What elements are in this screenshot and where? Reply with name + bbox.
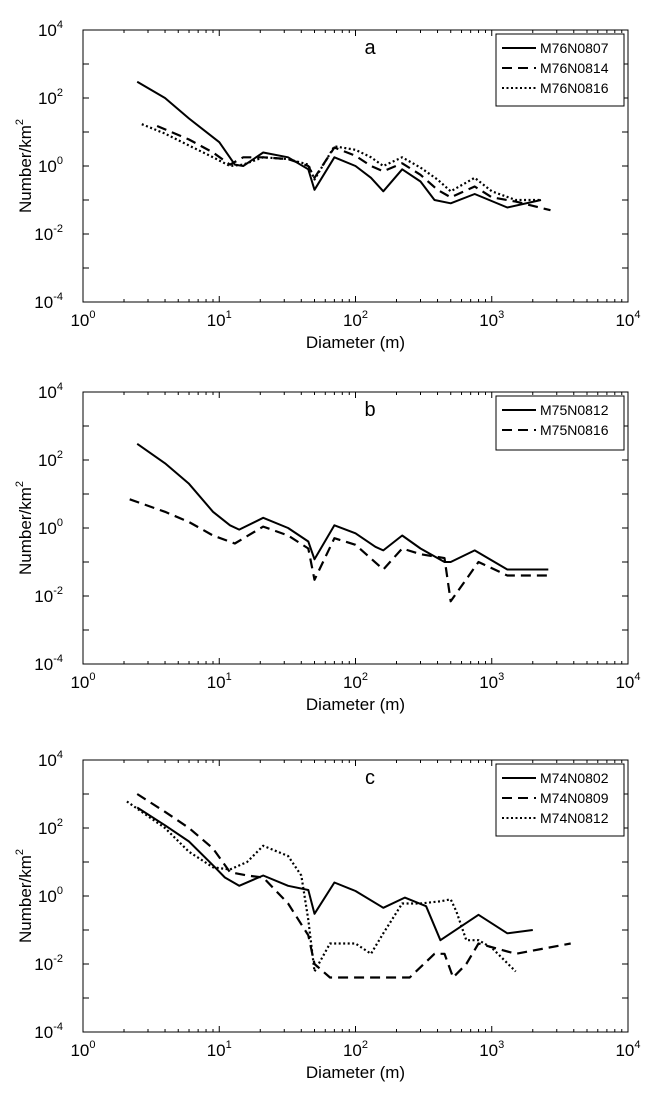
chart-a-legend-label: M76N0814 (540, 60, 609, 76)
chart-b-x-tick-label: 103 (479, 671, 504, 692)
chart-b-legend-label: M75N0812 (540, 402, 609, 418)
chart-b-x-tick-label: 101 (207, 671, 232, 692)
chart-a-series-M76N0807 (136, 80, 542, 209)
chart-b-x-tick-label: 102 (343, 671, 368, 692)
chart-a-legend: M76N0807 M76N0814 M76N0816 (495, 33, 625, 107)
chart-b-x-tick-label: 104 (615, 671, 640, 692)
chart-b-y-axis-title: Number/km2 (14, 481, 35, 575)
chart-a-x-tick-label: 104 (615, 309, 640, 330)
chart-a-x-axis-title: Diameter (m) (306, 333, 405, 352)
chart-b-x-tick-label: 100 (70, 671, 95, 692)
chart-b-legend: M75N0812 M75N0816 (495, 395, 625, 451)
chart-c-x-tick-label: 102 (343, 1039, 368, 1060)
chart-b-panel-label: b (364, 399, 375, 421)
chart-a-y-axis-title: Number/km2 (14, 119, 35, 213)
chart-panel-b: 100 101 102 103 104 10-4 10-2 100 102 104 Diameter… (14, 381, 641, 714)
chart-a-y-tick-label: 104 (38, 19, 63, 40)
chart-b-series-M75N0816 (129, 498, 549, 603)
chart-a-y-tick-label: 10-4 (34, 291, 63, 312)
chart-a-x-tick-label: 102 (343, 309, 368, 330)
chart-c-legend: M74N0802 M74N0809 M74N0812 (495, 763, 625, 837)
chart-a-x-tick-label: 101 (207, 309, 232, 330)
chart-b-y-tick-label: 104 (38, 381, 63, 402)
chart-c-y-tick-label: 100 (38, 885, 63, 906)
chart-c-x-axis-title: Diameter (m) (306, 1063, 405, 1082)
chart-c-y-tick-label: 10-2 (34, 953, 63, 974)
chart-c-legend-box (495, 763, 625, 837)
chart-c-legend-label: M74N0802 (540, 770, 609, 786)
chart-a-legend-label: M76N0807 (540, 40, 609, 56)
chart-b-legend-box (495, 395, 625, 451)
chart-c-y-tick-label: 102 (38, 817, 63, 838)
chart-c-x-tick-label: 100 (70, 1039, 95, 1060)
chart-c-x-tick-label: 103 (479, 1039, 504, 1060)
chart-a-legend-box (495, 33, 625, 107)
chart-c-legend-label: M74N0812 (540, 810, 609, 826)
chart-a-series-M76N0816 (141, 123, 541, 202)
chart-c-series-M74N0812 (126, 800, 517, 973)
chart-b-x-axis-title: Diameter (m) (306, 695, 405, 714)
chart-b-y-tick-label: 10-4 (34, 653, 63, 674)
chart-a-y-tick-label: 100 (38, 155, 63, 176)
chart-b-y-tick-label: 10-2 (34, 585, 63, 606)
chart-a-panel-label: a (364, 37, 376, 59)
chart-a-x-tick-label: 100 (70, 309, 95, 330)
chart-panel-a: 100 101 102 103 104 10-4 10-2 100 102 104 Diameter… (14, 19, 641, 352)
chart-c-panel-label: c (365, 767, 375, 789)
chart-a-series-M76N0814 (156, 124, 551, 212)
chart-a-y-tick-label: 10-2 (34, 223, 63, 244)
chart-c-y-tick-label: 104 (38, 749, 63, 770)
chart-c-x-tick-label: 101 (207, 1039, 232, 1060)
chart-b-series-M75N0812 (136, 442, 549, 571)
chart-b-y-tick-label: 102 (38, 449, 63, 470)
chart-a-y-tick-label: 102 (38, 87, 63, 108)
chart-c-y-axis-title: Number/km2 (14, 849, 35, 943)
chart-c-x-tick-label: 104 (615, 1039, 640, 1060)
chart-c-series-M74N0802 (136, 806, 533, 942)
chart-a-legend-label: M76N0816 (540, 80, 609, 96)
chart-c-y-tick-label: 10-4 (34, 1021, 63, 1042)
chart-a-x-tick-label: 103 (479, 309, 504, 330)
chart-c-series-M74N0809 (136, 793, 571, 979)
chart-c-legend-label: M74N0809 (540, 790, 609, 806)
chart-b-y-tick-label: 100 (38, 517, 63, 538)
chart-panel-c: 100 101 102 103 104 10-4 10-2 100 102 104 Diameter… (14, 749, 641, 1082)
chart-b-legend-label: M75N0816 (540, 422, 609, 438)
